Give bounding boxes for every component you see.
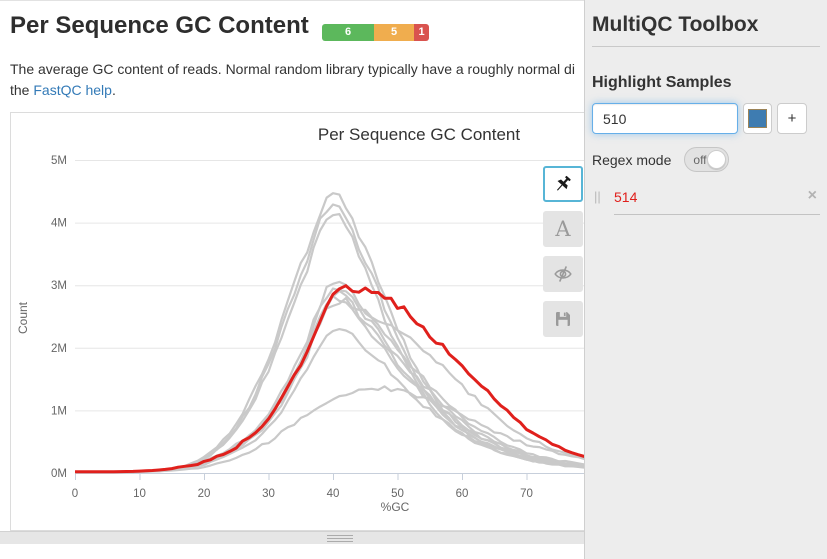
grip-icon <box>327 535 353 542</box>
x-axis-title: %GC <box>381 500 410 514</box>
eye-slash-icon <box>553 264 573 284</box>
highlighted-sample-body: 514 × <box>614 187 820 215</box>
pushpin-icon <box>553 174 573 194</box>
add-highlight-button[interactable]: + <box>777 103 807 134</box>
sample-line[interactable] <box>75 280 592 473</box>
toggle-state-label: off <box>693 153 707 167</box>
y-tick-label: 0M <box>51 468 67 480</box>
x-tick-label: 50 <box>391 488 404 500</box>
highlighted-sample-row: || 514 × <box>592 187 820 215</box>
plot-series-group <box>75 192 592 474</box>
x-tick-label: 10 <box>133 488 146 500</box>
x-tick-label: 0 <box>72 488 78 500</box>
y-tick-label: 4M <box>51 218 67 230</box>
toolbox-save-button[interactable] <box>543 301 583 337</box>
toolbox-hide-samples-button[interactable] <box>543 256 583 292</box>
regex-mode-toggle[interactable]: off <box>684 147 730 172</box>
chart-title: Per Sequence GC Content <box>318 125 521 144</box>
drag-handle-icon[interactable]: || <box>594 189 601 204</box>
page-title: Per Sequence GC Content <box>10 12 309 39</box>
description-line-2: the FastQC help. <box>10 82 116 98</box>
y-tick-label: 3M <box>51 280 67 292</box>
status-badge[interactable]: 6 <box>322 24 374 41</box>
highlight-samples-heading: Highlight Samples <box>592 74 732 91</box>
x-tick-label: 30 <box>262 488 275 500</box>
regex-mode-row: Regex mode off <box>592 147 820 172</box>
sample-line[interactable] <box>75 295 592 474</box>
highlight-input-row: + <box>592 103 820 134</box>
sample-line[interactable] <box>75 212 592 474</box>
toolbox-highlight-button[interactable] <box>543 166 583 202</box>
toolbox-rename-button[interactable]: A <box>543 211 583 247</box>
sample-line[interactable] <box>75 203 591 474</box>
highlighted-sample-name[interactable]: 514 <box>614 189 638 205</box>
y-tick-label: 5M <box>51 155 67 167</box>
regex-mode-label: Regex mode <box>592 151 672 168</box>
highlight-color-picker[interactable] <box>743 103 772 134</box>
x-tick-label: 20 <box>198 488 211 500</box>
status-badge[interactable]: 5 <box>374 24 414 41</box>
sample-line[interactable] <box>75 289 592 474</box>
highlighted-samples-list: || 514 × <box>592 187 820 215</box>
x-tick-label: 70 <box>520 488 533 500</box>
highlighted-sample-line[interactable] <box>75 284 592 474</box>
description-line-1: The average GC content of reads. Normal … <box>10 61 575 77</box>
section-divider <box>0 0 827 1</box>
floppy-icon <box>553 309 573 329</box>
toolbox-sidebar: MultiQC Toolbox Highlight Samples + Rege… <box>584 0 827 559</box>
y-axis-title: Count <box>16 301 30 334</box>
toolbox-divider <box>592 46 820 47</box>
toggle-knob-icon <box>707 150 727 169</box>
fastqc-help-link[interactable]: FastQC help <box>33 82 112 98</box>
letter-a-icon: A <box>555 216 571 241</box>
y-tick-label: 2M <box>51 343 67 355</box>
y-tick-label: 1M <box>51 405 67 417</box>
color-swatch-icon <box>748 109 767 128</box>
toolbox-title: MultiQC Toolbox <box>592 13 759 36</box>
x-tick-label: 40 <box>327 488 340 500</box>
sample-line[interactable] <box>75 287 591 473</box>
highlight-sample-input[interactable] <box>592 103 738 134</box>
status-badge[interactable]: 1 <box>414 24 429 41</box>
section-description: The average GC content of reads. Normal … <box>10 59 575 101</box>
sample-line[interactable] <box>75 297 592 473</box>
x-tick-label: 60 <box>456 488 469 500</box>
remove-highlight-icon[interactable]: × <box>807 187 817 204</box>
